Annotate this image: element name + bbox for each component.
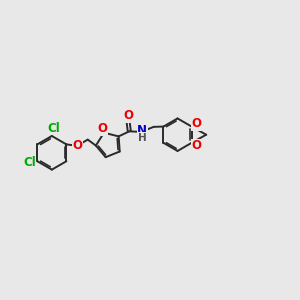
Text: O: O bbox=[73, 139, 82, 152]
Text: O: O bbox=[192, 139, 202, 152]
Text: O: O bbox=[98, 122, 107, 135]
Text: O: O bbox=[123, 109, 133, 122]
Text: N: N bbox=[137, 124, 147, 137]
Text: O: O bbox=[192, 117, 202, 130]
Text: H: H bbox=[138, 133, 147, 142]
Text: Cl: Cl bbox=[23, 156, 36, 169]
Text: Cl: Cl bbox=[47, 122, 60, 135]
